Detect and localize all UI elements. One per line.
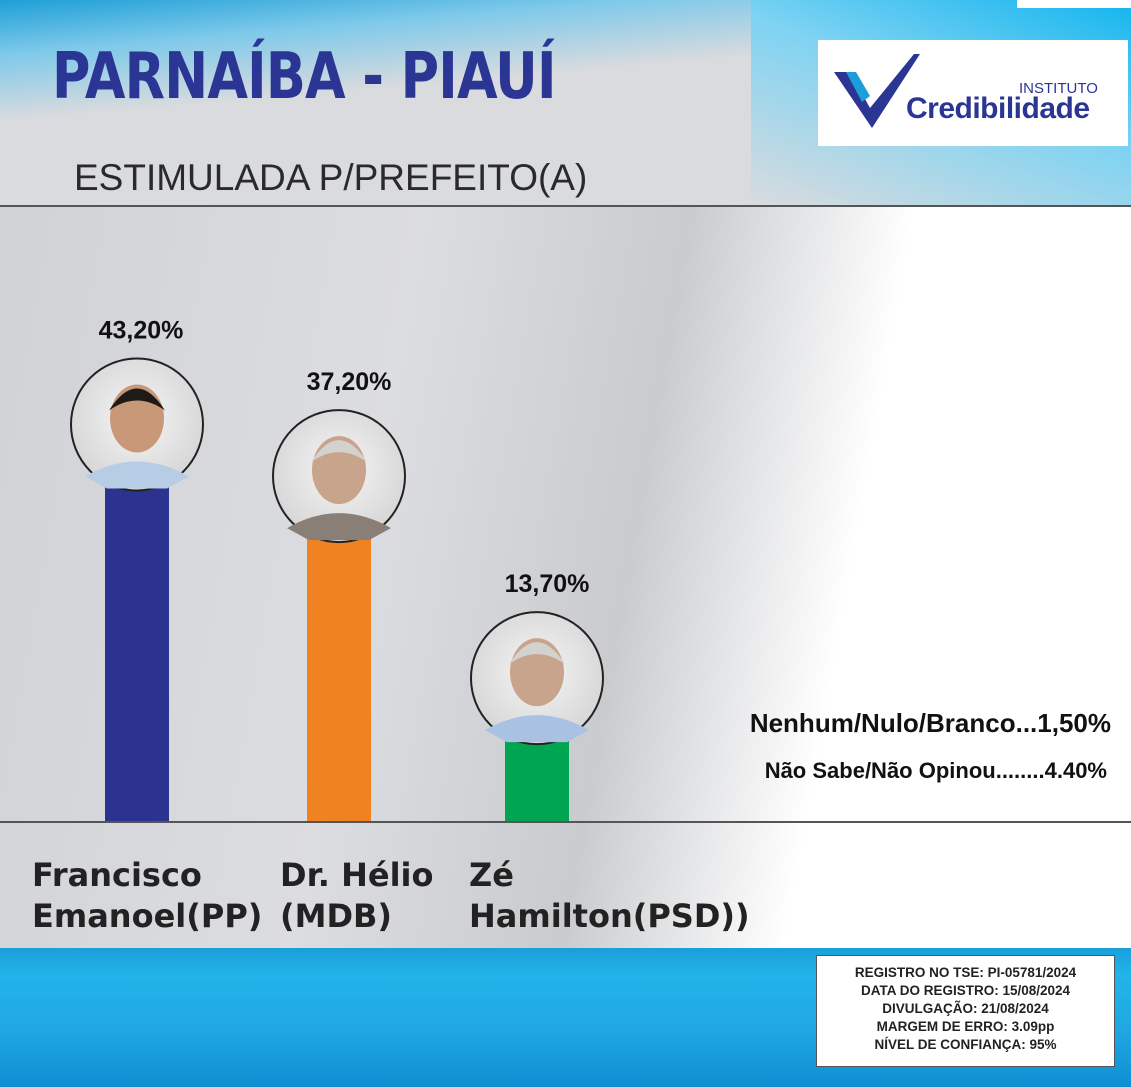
candidate-3-line1: Zé — [469, 856, 514, 894]
registration-box: REGISTRO NO TSE: PI-05781/2024 DATA DO R… — [816, 955, 1115, 1067]
candidate-photo-1 — [70, 357, 204, 492]
candidate-2-line1: Dr. Hélio — [280, 856, 434, 894]
release-date: DIVULGAÇÃO: 21/08/2024 — [882, 1001, 1049, 1016]
dont-know-label: Não Sabe/Não Opinou........4.40% — [764, 758, 1107, 783]
margin-of-error: MARGEM DE ERRO: 3.09pp — [876, 1019, 1055, 1034]
registration-date: DATA DO REGISTRO: 15/08/2024 — [860, 983, 1071, 998]
checkmark-logo-icon — [834, 54, 920, 128]
null-blank-label: Nenhum/Nulo/Branco...1,50% — [749, 708, 1111, 738]
registration-tse: REGISTRO NO TSE: PI-05781/2024 — [854, 965, 1077, 980]
logo-institute-label: INSTITUTO — [1019, 80, 1098, 97]
bar-chart: 43,20% 37,20% 13,70% — [70, 316, 604, 821]
confidence-level: NÍVEL DE CONFIANÇA: 95% — [874, 1037, 1057, 1052]
institute-logo — [818, 40, 1128, 146]
bar-value-label-3: 13,70% — [505, 570, 590, 598]
candidate-name-3: Zé Hamilton(PSD)) — [469, 855, 789, 937]
city-title: PARNAÍBA - PIAUÍ — [52, 40, 557, 114]
candidate-1-line1: Francisco — [32, 856, 202, 894]
poll-subtitle: ESTIMULADA P/PREFEITO(A) — [74, 157, 588, 198]
header-divider — [0, 205, 1131, 207]
corner-strip — [1017, 0, 1131, 8]
candidate-photo-2 — [272, 409, 406, 544]
candidate-photo-3 — [470, 611, 604, 746]
candidate-3-line2: Hamilton(PSD)) — [469, 897, 750, 935]
bar-1 — [105, 449, 169, 821]
bar-2 — [307, 501, 371, 821]
bar-value-label-2: 37,20% — [307, 368, 392, 396]
candidate-name-2: Dr. Hélio (MDB) — [280, 855, 530, 937]
candidate-name-1: Francisco Emanoel(PP) — [32, 855, 282, 937]
chart-baseline — [0, 821, 1131, 823]
candidate-2-line2: (MDB) — [280, 897, 393, 935]
bar-value-label-1: 43,20% — [99, 316, 184, 344]
logo-name: Credibilidade — [906, 92, 1090, 125]
candidate-1-line2: Emanoel(PP) — [32, 897, 263, 935]
